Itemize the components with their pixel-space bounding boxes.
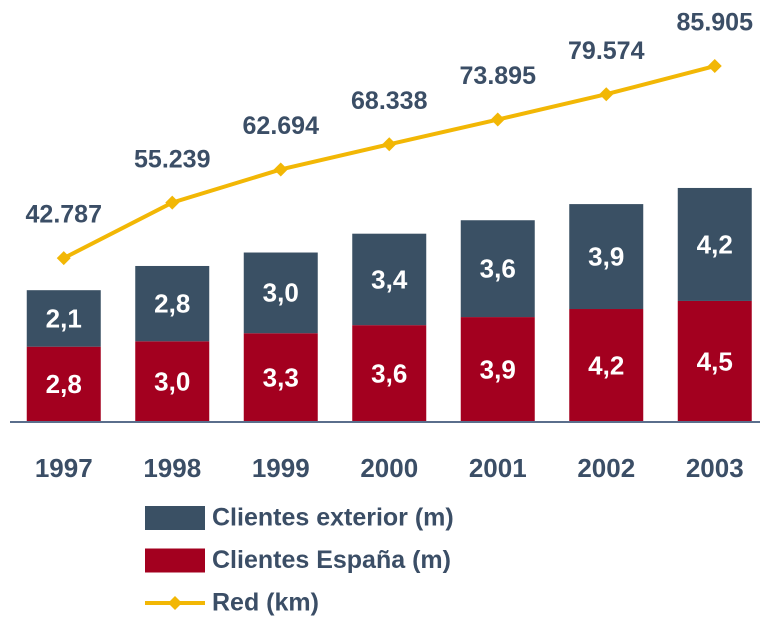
legend-swatch [145,548,205,573]
legend-label: Red (km) [212,589,319,617]
bar-segment [352,325,427,422]
value-label: 4,5 [697,346,733,376]
legend-marker [168,596,182,610]
legend-label: Clientes exterior (m) [212,504,454,532]
value-label: 62.694 [243,112,320,140]
value-label: 79.574 [568,37,645,65]
bar-segment [135,341,210,422]
value-label: 3,6 [371,358,407,388]
value-label: 3,0 [154,367,190,397]
bar-segment [460,317,535,422]
value-label: 4,2 [588,350,624,380]
value-label: 3,3 [263,362,299,392]
line-marker [273,162,288,177]
value-label: 2,8 [46,369,82,399]
value-label: 3,0 [263,278,299,308]
bar-segment [677,187,752,301]
value-label: 3,9 [480,354,516,384]
bar-segment [243,333,318,422]
x-tick-label: 2001 [469,453,527,483]
value-label: 3,4 [371,264,408,294]
value-label: 73.895 [460,62,537,90]
bar-segment [135,265,210,342]
bar-segment [26,346,101,422]
bar-segment [460,220,535,318]
value-label: 42.787 [26,201,102,229]
x-tick-label: 2003 [686,453,744,483]
x-tick-label: 1998 [143,453,201,483]
line-marker [707,59,722,74]
legend-swatch [145,506,205,530]
value-label: 3,6 [480,254,516,284]
bar-segment [569,309,644,422]
line-marker [599,87,614,102]
bar-segment [243,252,318,334]
bar-segment [569,204,644,310]
line-marker [490,112,505,127]
line-marker [56,251,71,266]
x-tick-label: 2000 [360,453,418,483]
value-label: 55.239 [134,145,210,173]
line-marker [382,137,397,152]
value-label: 2,1 [46,303,82,333]
x-tick-label: 2002 [577,453,635,483]
bar-segment [352,233,427,326]
line-marker [165,195,180,210]
value-label: 2,8 [154,289,190,319]
value-label: 4,2 [697,229,733,259]
value-label: 68.338 [351,87,428,115]
x-tick-label: 1997 [35,453,93,483]
x-tick-label: 1999 [252,453,310,483]
bar-segment [26,290,101,347]
value-label: 3,9 [588,241,624,271]
value-label: 85.905 [677,9,754,37]
bar-segment [677,300,752,422]
legend-label: Clientes España (m) [212,546,451,574]
